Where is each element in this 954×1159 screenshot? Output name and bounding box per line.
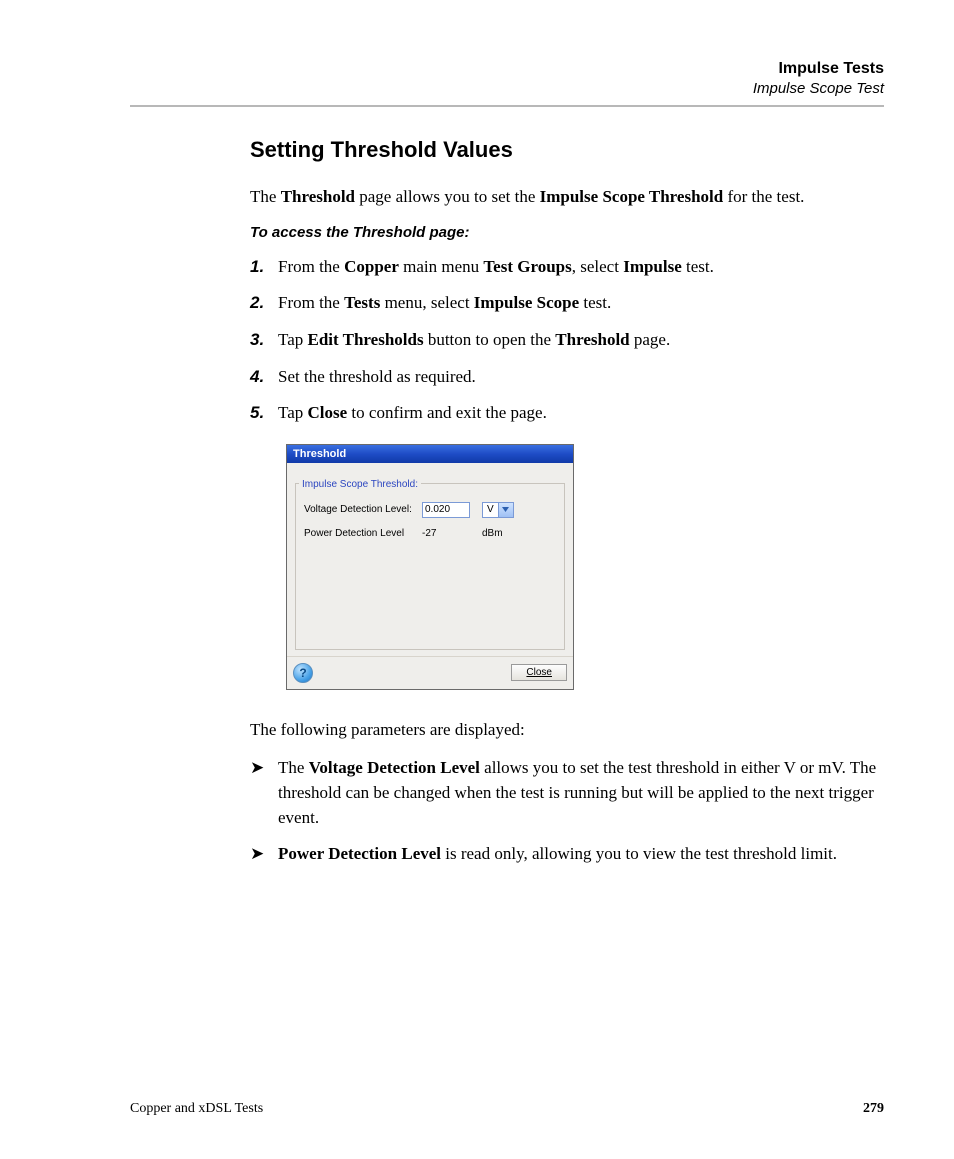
power-value: -27 [422, 528, 482, 539]
bullet-item: ➤ The Voltage Detection Level allows you… [250, 756, 884, 830]
voltage-unit-cell: V [482, 502, 522, 518]
page-header: Impulse Tests Impulse Scope Test [130, 60, 884, 97]
page-number: 279 [863, 1101, 884, 1117]
step-1: 1. From the Copper main menu Test Groups… [250, 255, 884, 280]
t: Test Groups [483, 257, 571, 276]
step-5: 5. Tap Close to confirm and exit the pag… [250, 401, 884, 426]
t: The [278, 758, 309, 777]
threshold-dialog: Threshold Impulse Scope Threshold: Volta… [286, 444, 574, 690]
t: main menu [399, 257, 484, 276]
t: Tap [278, 403, 308, 422]
step-text: Tap Edit Thresholds button to open the T… [278, 328, 670, 353]
page-footer: Copper and xDSL Tests 279 [130, 1101, 884, 1117]
text: page allows you to set the [355, 187, 540, 206]
step-text: From the Copper main menu Test Groups, s… [278, 255, 714, 280]
step-3: 3. Tap Edit Thresholds button to open th… [250, 328, 884, 353]
power-unit: dBm [482, 528, 522, 539]
step-number: 5. [250, 401, 278, 426]
page: Impulse Tests Impulse Scope Test Setting… [0, 0, 954, 1159]
t: menu, select [380, 293, 473, 312]
t: Impulse Scope [474, 293, 579, 312]
intro-paragraph: The Threshold page allows you to set the… [250, 185, 884, 210]
text: The [250, 187, 281, 206]
combo-text: V [483, 504, 498, 515]
bullet-text: The Voltage Detection Level allows you t… [278, 756, 884, 830]
t: Threshold [555, 330, 629, 349]
step-number: 4. [250, 365, 278, 390]
t: test. [682, 257, 714, 276]
fieldset: Voltage Detection Level: V [295, 483, 565, 650]
step-2: 2. From the Tests menu, select Impulse S… [250, 291, 884, 316]
chevron-down-icon[interactable] [498, 503, 513, 517]
t: , select [572, 257, 623, 276]
t: button to open the [424, 330, 556, 349]
t: Impulse [623, 257, 682, 276]
t: Copper [344, 257, 399, 276]
fieldset-legend: Impulse Scope Threshold: [299, 479, 421, 490]
close-label: Close [526, 667, 552, 678]
dialog-footer: ? Close [287, 656, 573, 689]
header-rule [130, 105, 884, 107]
arrow-icon: ➤ [250, 842, 278, 867]
step-text: Set the threshold as required. [278, 365, 476, 390]
voltage-label: Voltage Detection Level: [304, 504, 422, 515]
power-row: Power Detection Level -27 dBm [304, 528, 556, 539]
header-title: Impulse Tests [130, 60, 884, 78]
t: Voltage Detection Level [309, 758, 480, 777]
arrow-icon: ➤ [250, 756, 278, 830]
followup-paragraph: The following parameters are displayed: [250, 718, 884, 743]
t: is read only, allowing you to view the t… [441, 844, 837, 863]
step-number: 2. [250, 291, 278, 316]
text-bold: Impulse Scope Threshold [540, 187, 724, 206]
content-area: Setting Threshold Values The Threshold p… [250, 137, 884, 867]
help-icon[interactable]: ? [293, 663, 313, 683]
voltage-row: Voltage Detection Level: V [304, 502, 556, 518]
footer-left: Copper and xDSL Tests [130, 1101, 263, 1117]
t: Power Detection Level [278, 844, 441, 863]
t: Tests [344, 293, 380, 312]
step-number: 1. [250, 255, 278, 280]
voltage-input[interactable] [422, 502, 470, 518]
section-heading: Setting Threshold Values [250, 137, 884, 163]
t: From the [278, 293, 344, 312]
step-text: Tap Close to confirm and exit the page. [278, 401, 547, 426]
close-button[interactable]: Close [511, 664, 567, 681]
dialog-body: Impulse Scope Threshold: Voltage Detecti… [287, 463, 573, 656]
t: to confirm and exit the page. [347, 403, 547, 422]
text-bold: Threshold [281, 187, 355, 206]
t: page. [630, 330, 671, 349]
voltage-value-cell [422, 502, 482, 518]
t: Edit Thresholds [308, 330, 424, 349]
t: test. [579, 293, 611, 312]
voltage-unit-combo[interactable]: V [482, 502, 514, 518]
t: Tap [278, 330, 308, 349]
instruction-header: To access the Threshold page: [250, 224, 884, 241]
bullet-text: Power Detection Level is read only, allo… [278, 842, 837, 867]
dialog-titlebar: Threshold [287, 445, 573, 463]
header-subtitle: Impulse Scope Test [130, 80, 884, 97]
t: From the [278, 257, 344, 276]
step-number: 3. [250, 328, 278, 353]
step-text: From the Tests menu, select Impulse Scop… [278, 291, 611, 316]
step-4: 4. Set the threshold as required. [250, 365, 884, 390]
t: Close [308, 403, 348, 422]
bullet-item: ➤ Power Detection Level is read only, al… [250, 842, 884, 867]
text: for the test. [723, 187, 804, 206]
power-label: Power Detection Level [304, 528, 422, 539]
